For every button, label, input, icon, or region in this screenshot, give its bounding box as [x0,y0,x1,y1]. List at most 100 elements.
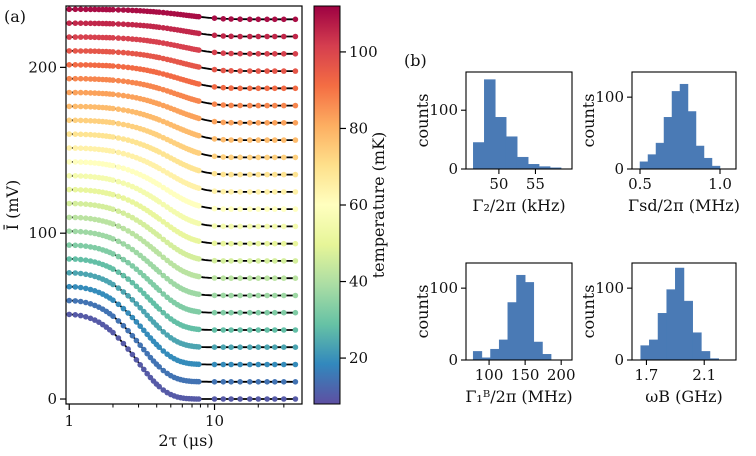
data-point [115,63,122,70]
data-point [264,154,270,161]
data-point [110,134,116,140]
histogram-gamma2: 50 55 0 100 Γ₂/2π (kHz) counts [413,71,573,215]
data-point [83,145,89,152]
fit-line [69,147,296,193]
data-point [92,160,98,166]
histogram-bar [473,142,485,170]
data-point [264,189,270,195]
data-point [92,6,98,13]
data-point [211,361,218,368]
data-point [125,293,131,299]
data-point [66,283,72,290]
data-point [220,361,227,368]
data-point [110,313,116,320]
histogram-y-tick-label: 100 [595,279,624,297]
data-point [237,137,243,143]
data-point [211,170,218,177]
data-point [66,173,72,179]
data-point [72,173,79,179]
data-point [110,329,116,336]
data-point [272,327,278,333]
data-point [115,77,122,84]
data-point [237,275,243,282]
data-point [281,120,287,126]
y-tick-label: 0 [47,390,57,408]
data-point [92,104,98,110]
data-point [255,154,262,161]
data-point [92,132,98,138]
data-point [115,208,122,214]
data-point [281,33,287,40]
data-point [83,187,89,193]
data-point [120,256,127,263]
data-point [220,171,227,178]
data-point [125,93,131,100]
data-point [87,62,94,68]
data-point [120,289,127,295]
data-point [83,6,89,13]
data-point [272,171,278,178]
data-point [247,379,253,385]
data-point [272,120,278,126]
data-point [281,275,287,282]
data-point [196,378,202,385]
data-point [160,219,167,225]
data-point [83,243,89,249]
data-point [72,242,79,249]
data-point [115,49,122,56]
data-point [196,185,202,191]
data-point [156,383,162,390]
data-point [110,206,116,213]
data-point [156,306,162,312]
data-point [77,6,84,13]
data-point [281,51,287,57]
data-point [228,33,234,40]
data-point [66,34,72,40]
data-point [255,16,262,23]
histogram-bar [657,313,667,361]
histogram-x-label: Γ₁ᴮ/2π (MHz) [465,387,572,406]
histogram-gamma-sd: 0.5 1.0 0 100 Γsd/2π (MHz) counts [579,71,740,215]
data-point [77,312,84,319]
data-point [196,361,202,368]
data-point [115,193,122,200]
data-point [66,242,72,248]
data-point [66,214,72,221]
histogram-bar [692,332,702,361]
histogram-bar [675,267,685,361]
data-point [92,62,98,68]
data-point [281,16,287,23]
histogram-y-tick-label: 100 [429,279,458,297]
data-point [115,253,122,260]
data-point [247,361,253,368]
data-point [237,379,243,385]
data-point [247,85,253,92]
histogram-x-label: Γsd/2π (MHz) [628,196,740,215]
data-point [196,47,202,53]
data-point [264,120,270,126]
data-point [220,119,227,126]
data-point [196,309,202,315]
data-point [211,396,218,402]
histogram-y-label: counts [579,94,598,148]
data-point [237,50,243,57]
data-point [129,263,136,269]
data-point [255,85,262,92]
data-point [83,131,89,138]
data-point [83,62,89,68]
data-point [87,215,94,222]
data-point [110,281,116,288]
data-point [77,75,84,82]
data-point [228,223,234,230]
data-point [83,117,89,124]
data-point [220,15,227,22]
data-point [255,361,262,368]
data-point [196,115,202,122]
data-point [110,6,116,13]
data-point [255,68,262,74]
data-point [196,273,202,280]
data-point [120,340,127,347]
data-point [77,298,84,305]
data-point [281,223,287,230]
